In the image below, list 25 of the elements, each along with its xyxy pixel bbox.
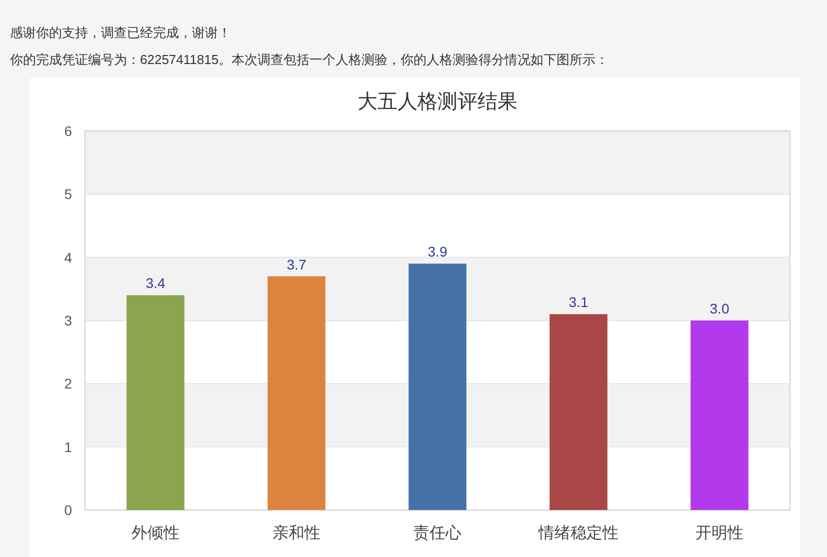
data-label: 3.1 [568,294,588,310]
data-label: 3.9 [428,244,448,260]
x-tick-label: 情绪稳定性 [538,524,618,542]
bar [126,295,184,510]
annotation: 你的完成凭证编号为：62257411815。本次调查包括一个人格测验，你的人格测验得分情况如下图所示： [10,52,609,67]
x-tick-label: 外倾性 [132,525,180,542]
data-label: 3.7 [286,256,306,272]
x-tick-label: 开明性 [696,525,744,542]
y-tick-label: 1 [64,438,72,455]
y-tick-label: 3 [64,312,72,328]
data-label: 3.4 [146,275,166,292]
data-label: 3.0 [710,300,730,316]
x-tick-label: 亲和性 [272,524,320,542]
y-tick-label: 6 [64,123,72,139]
bar [690,320,748,510]
y-tick-label: 0 [64,502,72,518]
x-tick-label: 责任心 [414,524,462,542]
y-tick-label: 2 [64,376,72,392]
bar [550,314,608,510]
bar [268,276,326,510]
chart-title: 大五人格测评结果 [358,91,518,113]
y-tick-label: 4 [64,249,72,266]
y-tick-label: 5 [64,186,72,202]
bar [408,264,466,510]
annotation: 感谢你的支持，调查已经完成，谢谢！ [10,25,231,40]
